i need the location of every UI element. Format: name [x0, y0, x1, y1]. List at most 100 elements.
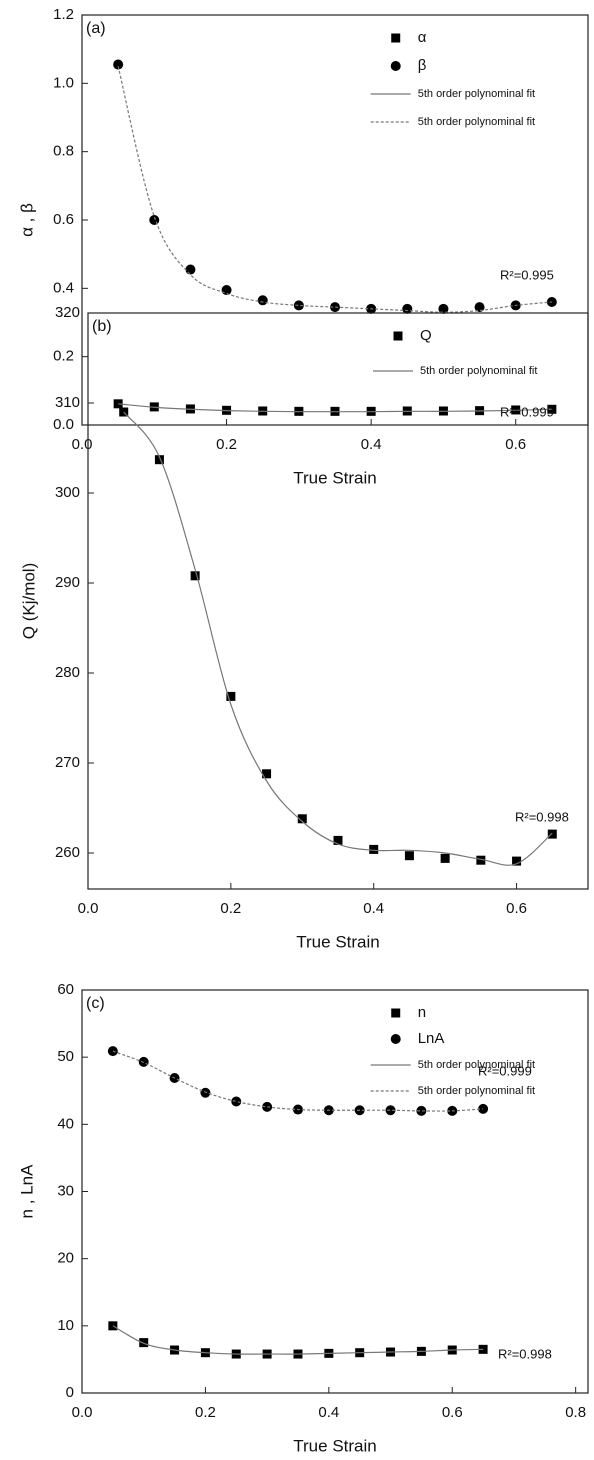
data-point: [262, 1101, 273, 1112]
data-point: [293, 300, 304, 311]
data-point: [512, 856, 522, 866]
legend-label: LnA: [418, 1030, 445, 1047]
data-point: [416, 1105, 427, 1116]
y-tick-label: 0.4: [53, 279, 74, 296]
legend-marker: [393, 331, 403, 341]
legend-marker: [391, 1008, 401, 1018]
data-point: [330, 302, 340, 313]
y-tick-label: 60: [57, 981, 74, 998]
legend-label: 5th order polynominal fit: [418, 1085, 535, 1097]
legend-label: β: [418, 57, 427, 74]
data-point: [231, 1096, 242, 1107]
y-tick-label: 300: [55, 484, 80, 501]
y-axis-title: Q (Kj/mol): [19, 563, 38, 640]
data-point: [404, 851, 414, 861]
x-tick-label: 0.2: [216, 436, 237, 453]
y-tick-label: 1.0: [53, 74, 74, 91]
plot-frame: [81, 989, 589, 1394]
annotation: R²=0.995: [500, 267, 554, 282]
data-point: [257, 295, 268, 306]
y-tick-label: 1.2: [53, 6, 74, 23]
y-axis-title: α , β: [17, 203, 36, 237]
data-point: [476, 855, 486, 865]
data-point: [139, 1338, 149, 1348]
y-tick-label: 20: [57, 1250, 74, 1267]
x-axis-title: True Strain: [293, 1436, 376, 1455]
x-tick-label: 0.2: [195, 1404, 216, 1421]
annotation: R²=0.998: [515, 809, 569, 824]
annotation: R²=0.999: [478, 1063, 532, 1078]
legend-label: α: [418, 29, 427, 46]
y-tick-label: 290: [55, 574, 80, 591]
y-tick-label: 0: [66, 1384, 74, 1401]
y-tick-label: 320: [55, 304, 80, 321]
data-point: [402, 303, 413, 314]
annotation: R²=0.999: [500, 404, 554, 419]
x-tick-label: 0.4: [318, 1404, 339, 1421]
plot-frame: [87, 312, 589, 890]
y-tick-label: 50: [57, 1048, 74, 1065]
data-point: [333, 835, 343, 845]
x-tick-label: 0.2: [220, 900, 241, 917]
y-tick-label: 0.0: [53, 416, 74, 433]
y-tick-label: 270: [55, 754, 80, 771]
x-tick-label: 0.0: [78, 900, 99, 917]
x-tick-label: 0.6: [442, 1404, 463, 1421]
x-tick-label: 0.0: [72, 436, 93, 453]
x-tick-label: 0.8: [565, 1404, 586, 1421]
panel: 0.0 0.2 0.4 0.6 0.8 0 10 20 30 40 50 60 True Strain n…: [17, 981, 589, 1455]
legend-label: 5th order polynominal fit: [420, 365, 537, 377]
fit-line: [123, 411, 553, 866]
legend-label: 5th order polynominal fit: [418, 116, 535, 128]
data-point: [262, 769, 272, 779]
y-tick-label: 280: [55, 664, 80, 681]
fit-line: [112, 1325, 484, 1355]
fit-line: [117, 66, 552, 313]
y-tick-label: 0.8: [53, 143, 74, 160]
legend-label: 5th order polynominal fit: [418, 88, 535, 100]
panel-label: (b): [92, 318, 112, 335]
panel: 0.0 0.2 0.4 0.6 260 270 280 290 300 310 320 True St…: [19, 304, 589, 951]
data-point: [138, 1056, 149, 1067]
data-point: [297, 814, 307, 824]
data-point: [474, 302, 485, 313]
y-tick-label: 0.2: [53, 348, 74, 365]
data-point: [154, 455, 164, 465]
panel-label: (c): [86, 995, 105, 1012]
y-tick-label: 260: [55, 844, 80, 861]
legend-label: 5th order polynominal fit: [418, 1059, 535, 1071]
x-tick-label: 0.4: [361, 436, 382, 453]
legend-marker: [390, 61, 401, 71]
fit-line: [118, 403, 552, 413]
data-point: [113, 59, 124, 70]
legend-marker: [391, 33, 401, 43]
data-point: [369, 844, 379, 854]
x-tick-label: 0.0: [72, 1404, 93, 1421]
y-tick-label: 30: [57, 1182, 74, 1199]
y-tick-label: 310: [55, 394, 80, 411]
x-axis-title: True Strain: [296, 932, 379, 951]
data-point: [440, 853, 450, 863]
data-point: [149, 215, 160, 225]
y-axis-title: n , LnA: [17, 1164, 36, 1219]
x-tick-label: 0.6: [505, 436, 526, 453]
legend-label: Q: [420, 327, 432, 344]
data-point: [438, 303, 449, 314]
x-tick-label: 0.6: [506, 900, 527, 917]
x-axis-title: True Strain: [293, 468, 376, 487]
legend-marker: [390, 1034, 401, 1044]
data-point: [185, 264, 196, 275]
fit-line: [112, 1050, 484, 1112]
annotation: R²=0.998: [498, 1346, 552, 1361]
data-point: [547, 829, 557, 839]
panel-label: (a): [86, 20, 106, 37]
data-point: [200, 1087, 211, 1098]
y-tick-label: 0.6: [53, 211, 74, 228]
legend-label: n: [418, 1004, 426, 1021]
data-point: [190, 571, 200, 581]
x-tick-label: 0.4: [363, 900, 384, 917]
data-point: [385, 1105, 396, 1116]
data-point: [226, 691, 236, 701]
